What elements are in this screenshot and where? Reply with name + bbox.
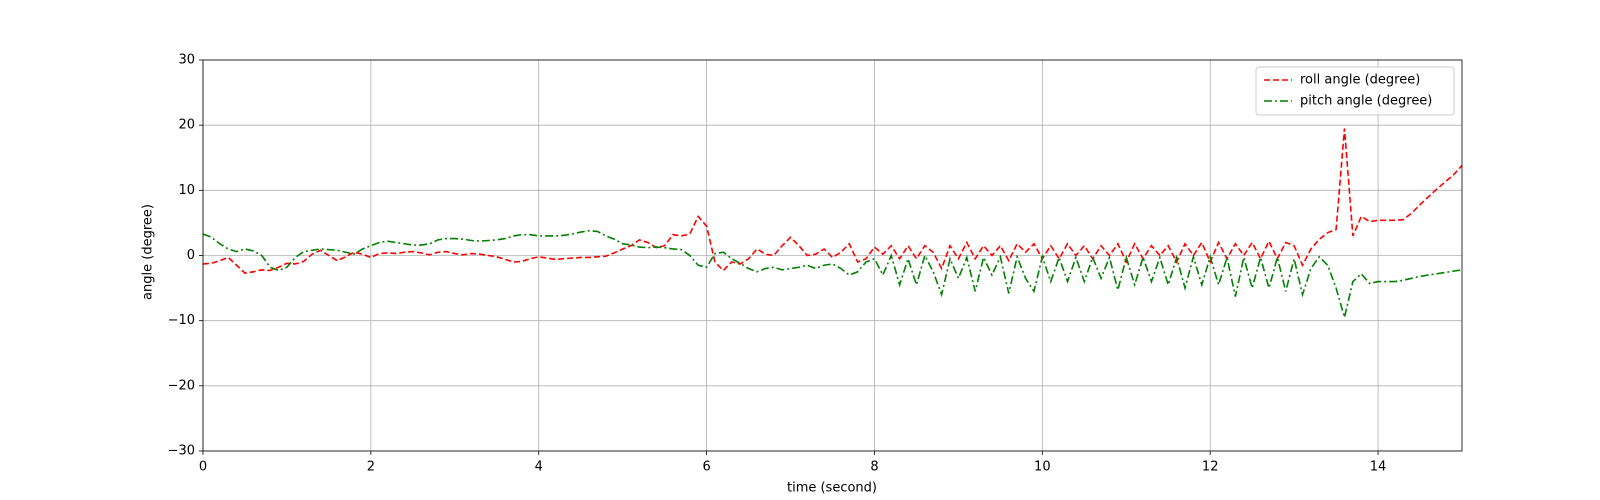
legend: roll angle (degree) pitch angle (degree) [1255, 66, 1455, 116]
y-tick-label: 20 [178, 118, 195, 133]
legend-label: pitch angle (degree) [1300, 94, 1432, 109]
x-axis-label: time (second) [787, 481, 877, 496]
y-tick-label: 30 [178, 53, 195, 68]
y-tick-label: −10 [168, 313, 195, 328]
data-line [202, 229, 1463, 321]
plot-frame [202, 59, 1463, 452]
data-line [202, 128, 1463, 274]
x-tick-label: 14 [1370, 460, 1387, 475]
y-tick-label: 0 [187, 248, 195, 263]
x-tick-label: 6 [702, 460, 710, 475]
y-tick-label: 10 [178, 183, 195, 198]
x-tick-label: 2 [367, 460, 375, 475]
y-tick-label: −20 [168, 378, 195, 393]
legend-label: roll angle (degree) [1300, 73, 1420, 88]
x-tick-label: 0 [199, 460, 207, 475]
legend-box [1255, 66, 1455, 116]
x-tick-label: 8 [870, 460, 878, 475]
x-tick-label: 4 [535, 460, 543, 475]
x-tick-label: 12 [1202, 460, 1219, 475]
x-tick-label: 10 [1034, 460, 1051, 475]
y-axis-label: angle (degree) [141, 204, 156, 300]
y-tick-label: −30 [168, 444, 195, 459]
